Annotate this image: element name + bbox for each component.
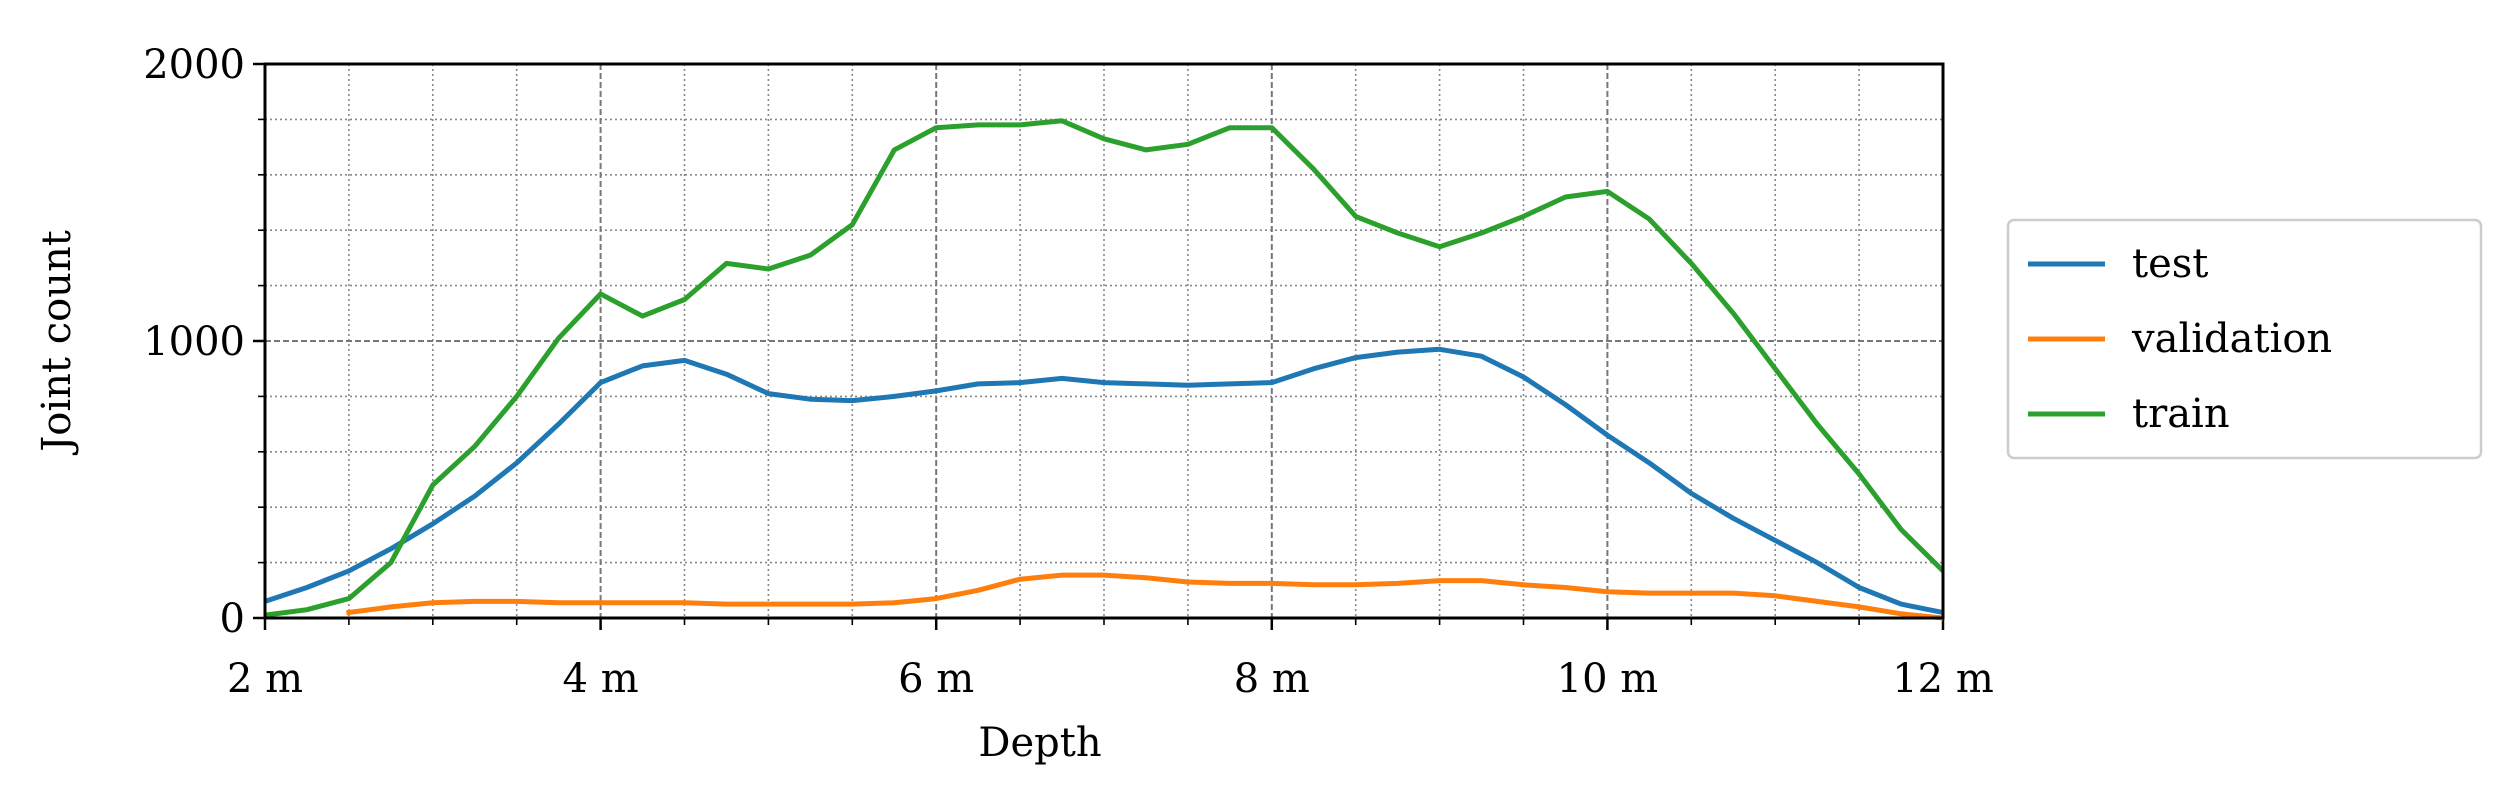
x-tick-label: 12 m (1892, 656, 1994, 702)
y-tick-label: 1000 (143, 319, 245, 365)
y-axis-label: Joint count (34, 230, 80, 456)
y-tick-label: 0 (220, 596, 245, 642)
data-line (265, 118, 1943, 618)
x-tick-label: 8 m (1234, 656, 1310, 702)
legend-box (2006, 218, 2483, 460)
x-axis-label: Depth (978, 720, 1101, 766)
y-tick-label: 2000 (143, 42, 245, 88)
x-tick-label: 4 m (563, 656, 639, 702)
legend-label: test (2132, 241, 2208, 287)
x-tick-label: 10 m (1557, 656, 1659, 702)
x-tick-label: 6 m (898, 656, 974, 702)
data-line (265, 346, 1943, 616)
plot-frame (263, 62, 1945, 620)
legend-label: train (2132, 391, 2230, 437)
data-line (346, 572, 1943, 621)
x-tick-label: 2 m (227, 656, 303, 702)
legend-label: validation (2131, 316, 2332, 362)
